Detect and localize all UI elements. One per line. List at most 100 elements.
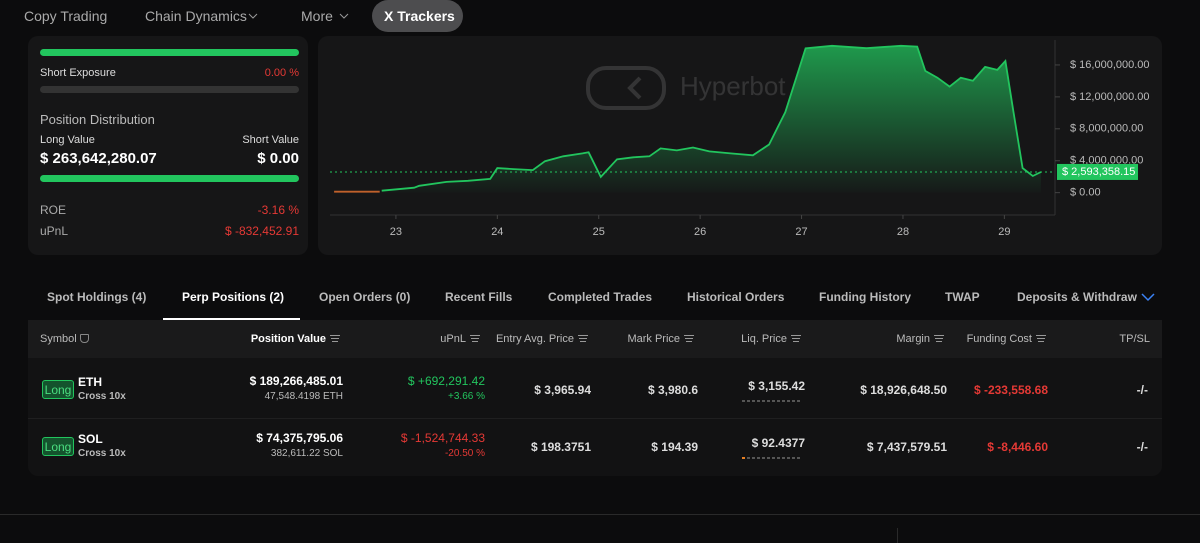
margin-mode: Cross 10x xyxy=(78,448,126,459)
column-header[interactable]: Entry Avg. Price xyxy=(495,333,574,345)
tab[interactable]: TWAP xyxy=(945,290,980,304)
divider xyxy=(897,528,898,543)
position-size: 382,611.22 SOL xyxy=(270,448,343,459)
risk-indicator xyxy=(782,400,785,402)
sort-icon xyxy=(684,335,694,336)
sort-icon xyxy=(580,341,586,342)
progress-bar xyxy=(40,49,299,56)
sort-icon xyxy=(332,341,338,342)
liq-price: $ 3,155.42 xyxy=(748,379,805,393)
area xyxy=(381,45,1041,193)
entry: $ 198.3751 xyxy=(530,440,591,454)
sort-icon xyxy=(579,338,587,339)
sort-icon xyxy=(793,341,799,342)
tab[interactable]: Deposits & Withdraw xyxy=(1017,290,1137,304)
side-text: Long xyxy=(44,383,72,397)
tab[interactable]: Funding History xyxy=(819,290,911,304)
risk-indicator xyxy=(792,457,795,459)
risk-indicator xyxy=(772,457,775,459)
column-header[interactable]: Symbol xyxy=(40,333,77,345)
value: $ 0.00 xyxy=(257,150,299,167)
tpsl: -/- xyxy=(1136,440,1148,454)
symbol[interactable]: ETH xyxy=(78,375,102,389)
tab[interactable]: Open Orders (0) xyxy=(319,290,411,304)
risk-indicator xyxy=(742,457,745,459)
sort-icon xyxy=(330,335,340,336)
funding: $ -8,446.60 xyxy=(987,440,1048,454)
risk-indicator xyxy=(797,400,800,402)
sort-icon xyxy=(936,341,942,342)
sort-icon xyxy=(686,341,692,342)
sort-icon xyxy=(792,338,800,339)
mark: $ 3,980.6 xyxy=(647,383,698,397)
divider xyxy=(0,514,1200,515)
entry: $ 3,965.94 xyxy=(534,383,591,397)
position-size: 47,548.4198 ETH xyxy=(264,391,343,402)
chart-card xyxy=(318,36,1162,255)
risk-indicator xyxy=(747,457,750,459)
risk-indicator xyxy=(752,400,755,402)
risk-indicator xyxy=(762,400,765,402)
chevron-icon xyxy=(248,13,258,19)
x-tick-label: 27 xyxy=(795,226,807,238)
value: -3.16 % xyxy=(257,203,299,217)
column-header[interactable]: Margin xyxy=(896,333,930,345)
sort-icon xyxy=(685,338,693,339)
nav-item[interactable]: X Trackers xyxy=(384,8,455,24)
nav-item[interactable]: Chain Dynamics xyxy=(145,8,247,24)
sort-icon xyxy=(1038,341,1044,342)
column-header[interactable]: Position Value xyxy=(250,333,326,345)
sort-icon xyxy=(471,338,479,339)
risk-indicator xyxy=(757,400,760,402)
risk-indicator xyxy=(792,400,795,402)
y-tick-label: $ 8,000,000.00 xyxy=(1070,123,1143,135)
liq-price: $ 92.4377 xyxy=(751,436,805,450)
risk-indicator xyxy=(772,400,775,402)
y-tick-label: $ 12,000,000.00 xyxy=(1070,91,1150,103)
margin: $ 18,926,648.50 xyxy=(860,383,947,397)
side-badge xyxy=(42,380,74,399)
watermark-text: Hyperbot xyxy=(680,71,786,101)
tab[interactable]: Spot Holdings (4) xyxy=(47,290,147,304)
column-header[interactable]: Liq. Price xyxy=(741,333,787,345)
nav-item[interactable]: Copy Trading xyxy=(24,8,108,24)
nav-active-pill[interactable] xyxy=(372,0,463,32)
value: 0.00 % xyxy=(264,67,299,79)
sort-icon xyxy=(1037,338,1045,339)
sort-icon xyxy=(470,335,480,336)
filter-icon[interactable] xyxy=(80,334,89,343)
column-header[interactable]: TP/SL xyxy=(1119,333,1150,345)
line xyxy=(381,44,1042,192)
row-divider xyxy=(28,418,1162,419)
margin: $ 7,437,579.51 xyxy=(866,440,947,454)
side-text: Long xyxy=(44,440,72,454)
value: $ 263,642,280.07 xyxy=(40,150,157,167)
y-tick-label: $ 16,000,000.00 xyxy=(1070,59,1150,71)
risk-indicator xyxy=(787,400,790,402)
x-tick-label: 26 xyxy=(694,226,706,238)
upnl-pct: -20.50 % xyxy=(444,448,485,459)
funding: $ -233,558.68 xyxy=(973,383,1048,397)
y-tick-label: $ 0.00 xyxy=(1070,187,1101,199)
tab[interactable]: Historical Orders xyxy=(687,290,785,304)
column-header[interactable]: uPnL xyxy=(440,333,466,345)
x-tick-label: 25 xyxy=(593,226,605,238)
risk-indicator xyxy=(797,457,800,459)
column-header[interactable]: Funding Cost xyxy=(966,333,1032,345)
chevron-icon[interactable] xyxy=(1141,292,1155,302)
nav-item[interactable]: More xyxy=(301,8,333,24)
label: Short Value xyxy=(242,134,299,146)
risk-indicator xyxy=(767,400,770,402)
risk-indicator xyxy=(747,400,750,402)
label: uPnL xyxy=(40,224,69,238)
progress-bar xyxy=(40,175,299,182)
chevron-icon xyxy=(339,13,349,19)
tab[interactable]: Perp Positions (2) xyxy=(182,290,285,304)
symbol[interactable]: SOL xyxy=(78,432,103,446)
tab[interactable]: Completed Trades xyxy=(548,290,653,304)
column-header[interactable]: Mark Price xyxy=(627,333,680,345)
watermark: Hyperbot xyxy=(586,66,786,110)
sort-icon xyxy=(934,335,944,336)
tab[interactable]: Recent Fills xyxy=(445,290,513,304)
chart: Hyperbot $ 0.00 $ 4,000,000.00 $ 8,000,000… xyxy=(330,40,1150,238)
